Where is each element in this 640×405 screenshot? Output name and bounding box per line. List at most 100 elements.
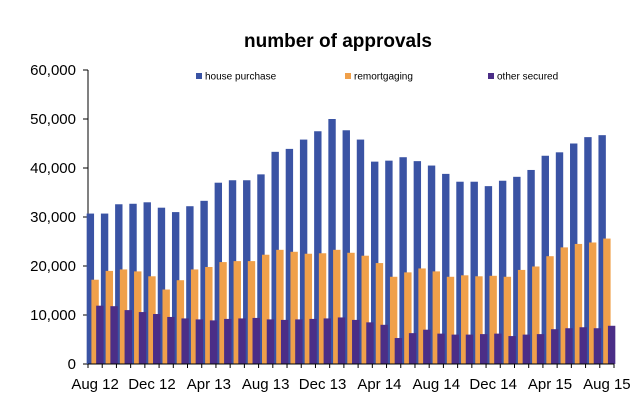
legend-label: other secured: [497, 72, 558, 83]
bar: [290, 251, 298, 364]
bars: [86, 119, 616, 364]
bar: [228, 180, 237, 364]
bar: [607, 325, 616, 364]
bar: [508, 336, 516, 364]
bar: [243, 180, 251, 364]
bar: [399, 157, 407, 364]
bar: [299, 139, 308, 364]
bar: [129, 203, 137, 364]
bar: [91, 279, 99, 364]
bar: [247, 261, 256, 364]
bar: [498, 180, 507, 364]
x-tick-label: Aug 12: [71, 376, 119, 393]
x-tick-label: Dec 14: [469, 376, 517, 393]
bar: [100, 213, 109, 364]
bar: [134, 271, 142, 364]
legend-swatch: [345, 73, 351, 79]
bar: [157, 207, 166, 364]
bar: [110, 306, 118, 364]
y-tick-label: 60,000: [30, 62, 76, 79]
x-tick-label: Dec 12: [128, 376, 176, 393]
bar: [138, 312, 147, 364]
bar: [489, 275, 497, 364]
bar: [257, 174, 265, 364]
bar: [356, 139, 365, 364]
bar: [570, 143, 578, 364]
legend-item: other secured: [488, 72, 558, 83]
bar: [427, 165, 436, 364]
bar: [295, 319, 303, 364]
bar: [541, 155, 549, 364]
bar: [314, 131, 322, 364]
bar: [394, 338, 403, 364]
chart-title: number of approvals: [244, 31, 432, 52]
bar: [598, 135, 606, 364]
x-tick-label: Dec 13: [299, 376, 347, 393]
bar: [555, 152, 564, 364]
bar: [352, 319, 360, 364]
bar: [318, 253, 327, 364]
y-tick-label: 30,000: [30, 209, 76, 226]
legend-label: house purchase: [205, 72, 277, 83]
bar: [603, 238, 611, 364]
bar: [456, 181, 464, 364]
x-tick-label: Aug 14: [413, 376, 461, 393]
bar: [404, 272, 412, 364]
bar: [209, 320, 218, 364]
legend-item: house purchase: [196, 72, 277, 83]
bar: [536, 334, 545, 364]
bar: [593, 328, 602, 364]
bar: [465, 334, 474, 364]
x-tick-label: Apr 13: [187, 376, 231, 393]
bar: [224, 318, 232, 364]
bar: [276, 249, 284, 364]
bar: [309, 318, 317, 364]
bar: [475, 276, 483, 364]
bar: [565, 328, 573, 364]
bar: [546, 256, 554, 364]
bar: [588, 242, 597, 364]
bar: [323, 318, 331, 364]
bar: [271, 151, 279, 364]
y-tick-label: 50,000: [30, 111, 76, 128]
bar: [105, 270, 114, 364]
bar: [446, 276, 455, 364]
bar: [366, 322, 374, 364]
bar: [461, 275, 469, 364]
bar: [517, 269, 526, 364]
bar: [413, 161, 422, 364]
legend-item: remortgaging: [345, 72, 413, 83]
bar: [115, 204, 123, 364]
x-axis: Aug 12 Dec 12 Apr 13 Aug 13 Dec 13 Apr 14 Aug …: [71, 363, 631, 393]
bar: [167, 316, 175, 364]
bar: [361, 255, 369, 364]
bar: [423, 329, 431, 364]
bar: [574, 243, 583, 364]
bar: [579, 327, 587, 364]
y-tick-label: 0: [68, 356, 76, 373]
bar: [266, 319, 275, 364]
bar: [96, 305, 104, 364]
bar: [371, 161, 379, 364]
x-tick-label: Aug 13: [242, 376, 290, 393]
bar: [347, 252, 355, 364]
bar: [195, 319, 204, 364]
bar: [532, 266, 540, 364]
bar: [385, 160, 393, 364]
bar: [162, 289, 170, 364]
bar: [280, 319, 289, 364]
bar: [86, 213, 95, 364]
bar: [238, 318, 246, 364]
bar: [342, 130, 350, 364]
series-other-secured: [96, 305, 616, 364]
bar: [181, 318, 189, 364]
bar: [148, 276, 156, 364]
bar: [119, 269, 128, 364]
bar: [522, 334, 531, 364]
bar: [304, 253, 313, 364]
bar: [432, 271, 440, 364]
bar: [451, 334, 459, 364]
bar: [408, 333, 417, 364]
bar: [262, 254, 270, 364]
